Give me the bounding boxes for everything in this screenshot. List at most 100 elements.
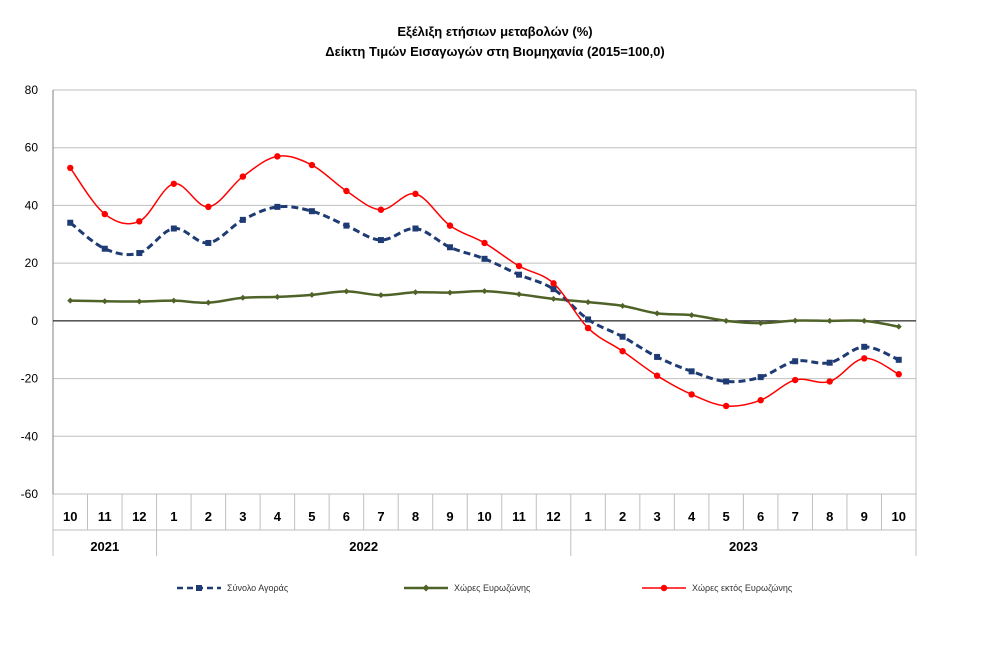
data-point-total <box>654 353 661 360</box>
data-point-total <box>205 239 212 246</box>
x-tick-label: 11 <box>512 509 526 524</box>
x-tick-label: 7 <box>792 509 799 524</box>
data-point-total <box>239 216 246 223</box>
data-point-eurozone <box>446 289 453 296</box>
data-point-total <box>170 225 177 232</box>
data-point-total <box>723 378 730 385</box>
data-point-non-eurozone <box>136 218 143 225</box>
data-point-total <box>136 250 143 257</box>
x-tick-label: 12 <box>546 509 560 524</box>
legend-item-total: Σύνολο Αγοράς <box>175 578 288 598</box>
data-point-total <box>550 286 557 293</box>
x-tick-label: 9 <box>861 509 868 524</box>
y-tick-label: 20 <box>25 256 39 270</box>
data-point-eurozone <box>136 298 143 305</box>
data-point-eurozone <box>308 291 315 298</box>
data-point-eurozone <box>481 288 488 295</box>
data-point-non-eurozone <box>757 397 764 404</box>
data-point-non-eurozone <box>895 371 902 378</box>
data-point-eurozone <box>67 297 74 304</box>
data-point-eurozone <box>516 291 523 298</box>
data-point-non-eurozone <box>308 161 316 169</box>
data-point-non-eurozone <box>791 376 799 384</box>
chart-title-line2: Δείκτη Τιμών Εισαγωγών στη Βιομηχανία (2… <box>325 44 665 59</box>
data-point-total <box>516 271 523 278</box>
data-point-total <box>377 237 384 244</box>
data-point-non-eurozone <box>515 262 523 270</box>
chart-title-line1: Εξέλιξη ετήσιων μεταβολών (%) <box>397 24 593 39</box>
x-tick-label: 1 <box>584 509 591 524</box>
x-tick-label: 8 <box>826 509 833 524</box>
y-tick-label: 80 <box>25 83 39 97</box>
data-point-total <box>481 255 488 262</box>
x-tick-label: 4 <box>688 509 696 524</box>
x-tick-label: 9 <box>446 509 453 524</box>
data-point-total <box>619 333 626 340</box>
data-point-total <box>585 316 592 323</box>
data-point-total <box>101 245 108 252</box>
data-point-total <box>792 358 799 365</box>
x-tick-label: 2 <box>619 509 626 524</box>
data-point-total <box>67 219 74 226</box>
data-point-non-eurozone <box>377 206 385 213</box>
x-tick-label: 5 <box>308 509 315 524</box>
data-point-eurozone <box>550 295 557 302</box>
legend-label-total: Σύνολο Αγοράς <box>227 583 289 593</box>
data-point-total <box>895 356 902 363</box>
legend-marker-non-eurozone <box>642 584 686 592</box>
data-point-non-eurozone <box>481 239 488 247</box>
data-point-non-eurozone <box>584 324 592 332</box>
data-point-total <box>308 208 315 215</box>
data-point-eurozone <box>239 294 246 301</box>
data-point-non-eurozone <box>67 164 74 172</box>
data-point-eurozone <box>688 312 695 319</box>
year-label: 2022 <box>349 539 378 554</box>
y-tick-label: -40 <box>21 429 39 443</box>
x-tick-label: 4 <box>274 509 282 524</box>
chart-title: Εξέλιξη ετήσιων μεταβολών (%) Δείκτη Τιμ… <box>0 22 990 62</box>
data-point-eurozone <box>205 299 212 306</box>
x-tick-label: 2 <box>205 509 212 524</box>
data-point-eurozone <box>861 317 868 324</box>
data-point-eurozone <box>412 289 419 296</box>
series-line-non-eurozone <box>69 155 900 407</box>
data-point-total <box>343 222 350 229</box>
x-tick-label: 10 <box>477 509 491 524</box>
data-point-eurozone <box>377 292 384 299</box>
y-tick-label: 0 <box>31 314 38 328</box>
data-point-total <box>861 343 868 350</box>
legend-marker-eurozone <box>404 584 448 592</box>
data-point-total <box>274 203 281 210</box>
data-point-non-eurozone <box>239 173 247 180</box>
x-tick-label: 10 <box>63 509 77 524</box>
x-tick-label: 3 <box>239 509 246 524</box>
data-point-non-eurozone <box>550 280 557 287</box>
legend-marker-total <box>177 585 221 591</box>
data-point-non-eurozone <box>205 203 212 211</box>
y-tick-label: -60 <box>21 487 39 501</box>
y-tick-label: 60 <box>25 141 39 155</box>
data-point-eurozone <box>723 317 730 324</box>
y-tick-label: 40 <box>25 198 39 212</box>
x-tick-label: 1 <box>170 509 177 524</box>
x-tick-label: 7 <box>377 509 384 524</box>
x-tick-label: 3 <box>653 509 660 524</box>
x-tick-label: 12 <box>132 509 146 524</box>
data-point-eurozone <box>101 298 108 305</box>
data-point-eurozone <box>757 320 764 327</box>
data-point-eurozone <box>895 323 902 330</box>
x-tick-label: 8 <box>412 509 419 524</box>
data-point-total <box>412 225 419 232</box>
data-point-total <box>446 244 453 251</box>
data-point-eurozone <box>619 302 626 309</box>
data-point-non-eurozone <box>619 347 626 355</box>
data-point-non-eurozone <box>688 391 695 398</box>
data-point-non-eurozone <box>101 210 108 218</box>
data-point-total <box>688 368 695 375</box>
legend: Σύνολο Αγοράς Χώρες Ευρωζώνης Χώρες εκτό… <box>0 578 990 598</box>
year-label: 2023 <box>729 539 758 554</box>
data-point-eurozone <box>585 299 592 306</box>
data-point-non-eurozone <box>826 378 833 385</box>
data-point-non-eurozone <box>274 153 281 160</box>
